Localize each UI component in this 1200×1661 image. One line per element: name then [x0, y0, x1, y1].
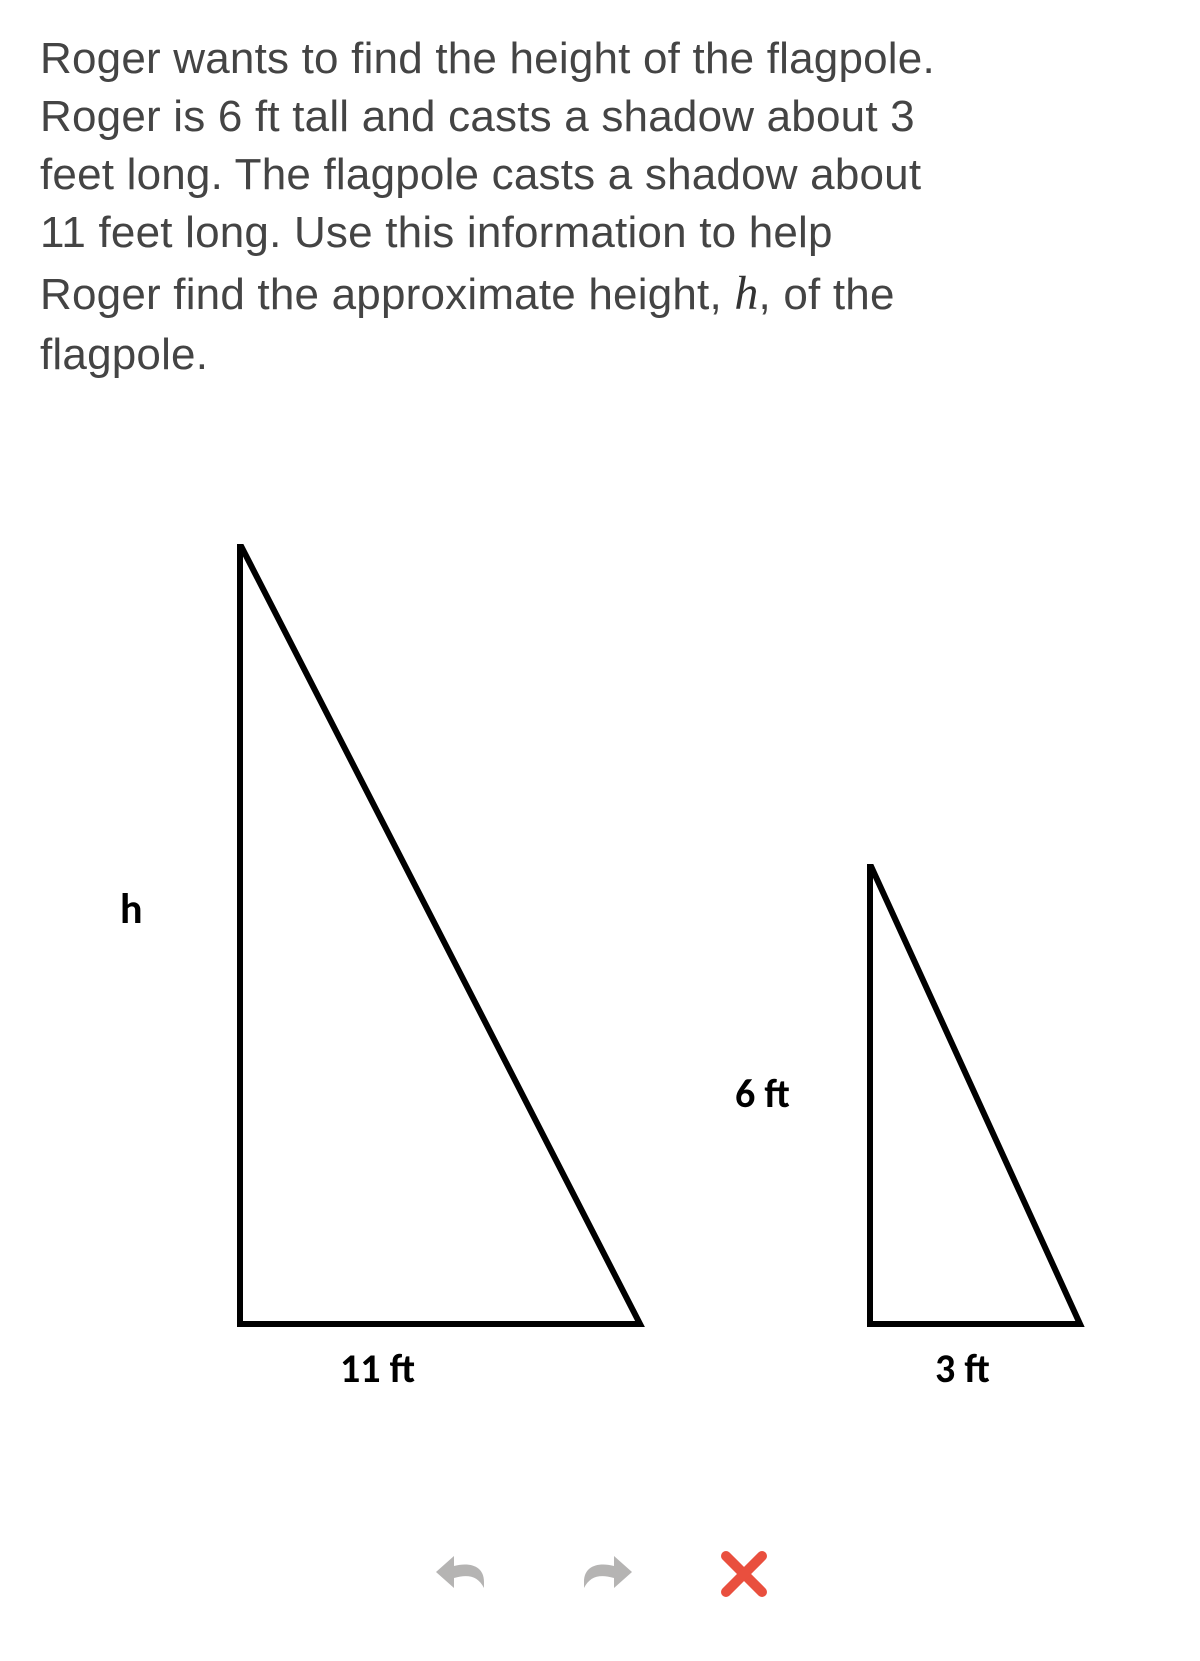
- flagpole-triangle-shape: [240, 544, 640, 1324]
- problem-line-5-pre: Roger find the approximate height,: [40, 270, 734, 319]
- redo-icon[interactable]: [574, 1552, 638, 1596]
- roger-shadow-label: 3 ft: [935, 1344, 990, 1393]
- problem-line-3: feet long. The flagpole casts a shadow a…: [40, 150, 921, 199]
- toolbar: [40, 1544, 1160, 1604]
- undo-icon[interactable]: [430, 1552, 494, 1596]
- problem-line-6: flagpole.: [40, 330, 208, 379]
- variable-h: h: [734, 267, 758, 320]
- roger-triangle: [850, 864, 1100, 1349]
- roger-height-label: 6 ft: [735, 1069, 790, 1118]
- problem-line-1: Roger wants to find the height of the fl…: [40, 34, 935, 83]
- problem-page: Roger wants to find the height of the fl…: [0, 0, 1200, 1644]
- flagpole-shadow-label: 11 ft: [340, 1344, 415, 1393]
- close-icon[interactable]: [718, 1548, 770, 1600]
- problem-line-4: 11 feet long. Use this information to he…: [40, 208, 833, 257]
- problem-statement: Roger wants to find the height of the fl…: [40, 30, 1160, 384]
- roger-triangle-svg: [850, 864, 1100, 1344]
- flagpole-triangle-svg: [220, 544, 660, 1344]
- problem-line-5-post: , of the: [759, 270, 895, 319]
- roger-triangle-shape: [870, 864, 1080, 1324]
- flagpole-height-label: h: [120, 884, 143, 935]
- flagpole-triangle: [220, 544, 660, 1349]
- problem-line-2: Roger is 6 ft tall and casts a shadow ab…: [40, 92, 915, 141]
- diagram: h 11 ft 6 ft 3 ft: [40, 464, 1160, 1424]
